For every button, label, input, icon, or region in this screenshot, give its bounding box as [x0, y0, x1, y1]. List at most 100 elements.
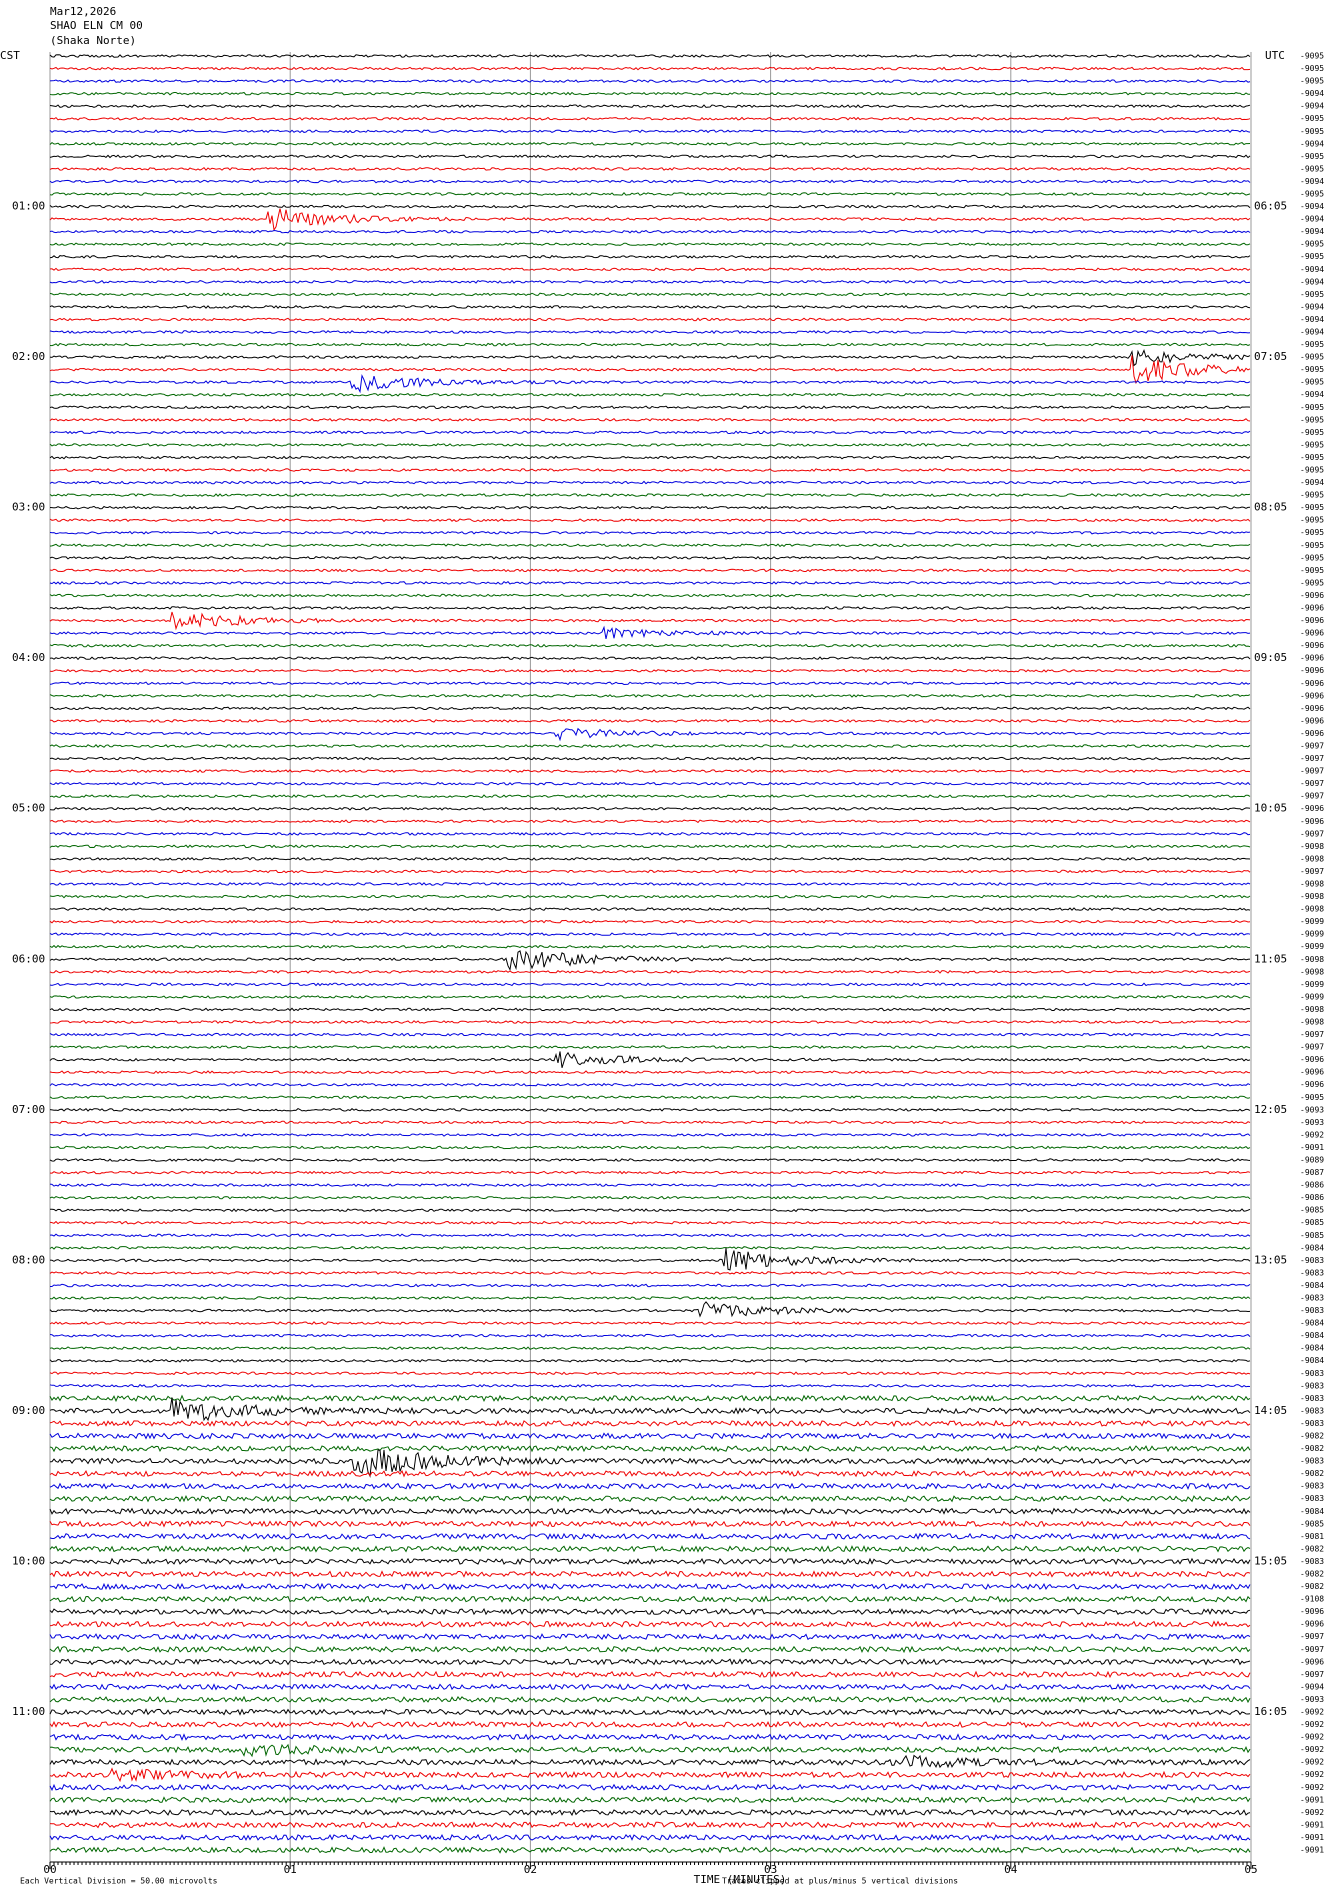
x-tick-label: 03 — [764, 1863, 777, 1876]
trace-offset: -9083 — [1300, 1457, 1324, 1466]
trace-offset: -9083 — [1300, 1369, 1324, 1378]
trace-offset: -9094 — [1300, 390, 1324, 399]
trace-offset: -9096 — [1300, 691, 1324, 700]
trace — [49, 54, 1251, 58]
trace — [49, 455, 1251, 460]
trace — [49, 982, 1251, 987]
trace — [49, 932, 1251, 937]
trace-offset: -9095 — [1300, 491, 1324, 500]
trace — [49, 611, 1251, 631]
trace — [49, 1032, 1251, 1037]
trace — [49, 530, 1251, 535]
trace — [49, 1145, 1251, 1150]
trace-offset: -9095 — [1300, 52, 1324, 61]
trace-offset: -9092 — [1300, 1708, 1324, 1717]
trace — [49, 1469, 1251, 1478]
trace-offset: -9096 — [1300, 629, 1324, 638]
trace-offset: -9094 — [1300, 277, 1324, 286]
cst-hour: 01:00 — [12, 200, 45, 213]
x-tick-label: 00 — [43, 1863, 56, 1876]
trace-offset: -9098 — [1300, 1005, 1324, 1014]
trace — [49, 1233, 1251, 1238]
trace — [49, 348, 1251, 367]
clip-note: Traces clipped at plus/minus 5 vertical … — [722, 1877, 958, 1886]
trace-offset: -9089 — [1300, 1156, 1324, 1165]
trace-offset: -9084 — [1300, 1243, 1324, 1252]
trace — [49, 625, 1251, 640]
trace — [49, 1358, 1251, 1363]
trace — [49, 1444, 1251, 1453]
trace-offset: -9083 — [1300, 1268, 1324, 1277]
trace — [49, 342, 1251, 347]
trace-offset: -9095 — [1300, 252, 1324, 261]
location: (Shaka Norte) — [50, 34, 136, 47]
trace-offset: -9095 — [1300, 528, 1324, 537]
trace — [49, 1545, 1251, 1553]
trace-offset: -9095 — [1300, 365, 1324, 374]
trace-offset: -9092 — [1300, 1733, 1324, 1742]
trace — [49, 1695, 1251, 1704]
trace-offset: -9096 — [1300, 679, 1324, 688]
trace-offset: -9094 — [1300, 1682, 1324, 1691]
trace — [49, 706, 1251, 711]
trace — [49, 392, 1251, 397]
trace — [49, 1245, 1251, 1250]
trace-offset: -9095 — [1300, 127, 1324, 136]
trace — [49, 1394, 1251, 1403]
trace — [49, 995, 1251, 999]
trace-offset: -9081 — [1300, 1532, 1324, 1541]
trace — [49, 882, 1251, 886]
trace-offset: -9096 — [1300, 604, 1324, 613]
trace — [49, 1247, 1251, 1271]
trace-offset: -9084 — [1300, 1507, 1324, 1516]
x-tick-label: 01 — [284, 1863, 297, 1876]
trace-offset: -9084 — [1300, 1331, 1324, 1340]
trace — [49, 1095, 1251, 1100]
utc-hour: 11:05 — [1254, 952, 1287, 965]
trace — [49, 806, 1251, 811]
trace-offset: -9096 — [1300, 804, 1324, 813]
trace — [49, 1767, 1251, 1783]
trace — [49, 229, 1251, 234]
utc-hour: 16:05 — [1254, 1705, 1287, 1718]
utc-hour: 12:05 — [1254, 1103, 1287, 1116]
trace — [49, 480, 1250, 485]
trace — [49, 1346, 1251, 1351]
trace — [49, 154, 1251, 159]
trace-offset: -9093 — [1300, 1105, 1324, 1114]
trace — [49, 1321, 1251, 1326]
trace — [50, 869, 1251, 874]
cst-hour: 09:00 — [12, 1404, 45, 1417]
trace — [49, 1296, 1251, 1300]
trace-offset: -9091 — [1300, 1820, 1324, 1829]
utc-hour: 14:05 — [1254, 1404, 1287, 1417]
trace-offset: -9097 — [1300, 1043, 1324, 1052]
trace-offset: -9092 — [1300, 1808, 1324, 1817]
trace — [49, 744, 1251, 748]
trace — [49, 330, 1251, 334]
trace-offset: -9095 — [1300, 1093, 1324, 1102]
trace — [49, 104, 1251, 109]
cst-hour: 04:00 — [12, 651, 45, 664]
trace-offset: -9094 — [1300, 302, 1324, 311]
trace — [49, 656, 1251, 661]
trace-offset: -9082 — [1300, 1582, 1324, 1591]
trace — [49, 355, 1251, 385]
trace-offset: -9095 — [1300, 353, 1324, 362]
trace — [49, 681, 1251, 686]
trace-offset: -9092 — [1300, 1130, 1324, 1139]
trace — [49, 192, 1251, 196]
trace — [49, 1170, 1251, 1175]
trace — [50, 1658, 1251, 1666]
trace-offset: -9094 — [1300, 89, 1324, 98]
trace-offset: -9095 — [1300, 428, 1324, 437]
trace-offset: -9084 — [1300, 1356, 1324, 1365]
cst-hour: 10:00 — [12, 1554, 45, 1567]
trace-offset: -9097 — [1300, 1632, 1324, 1641]
trace — [49, 1020, 1251, 1024]
trace-offset: -9092 — [1300, 1745, 1324, 1754]
trace-offset: -9096 — [1300, 1657, 1324, 1666]
trace-offset: -9094 — [1300, 102, 1324, 111]
trace-offset: -9095 — [1300, 553, 1324, 562]
